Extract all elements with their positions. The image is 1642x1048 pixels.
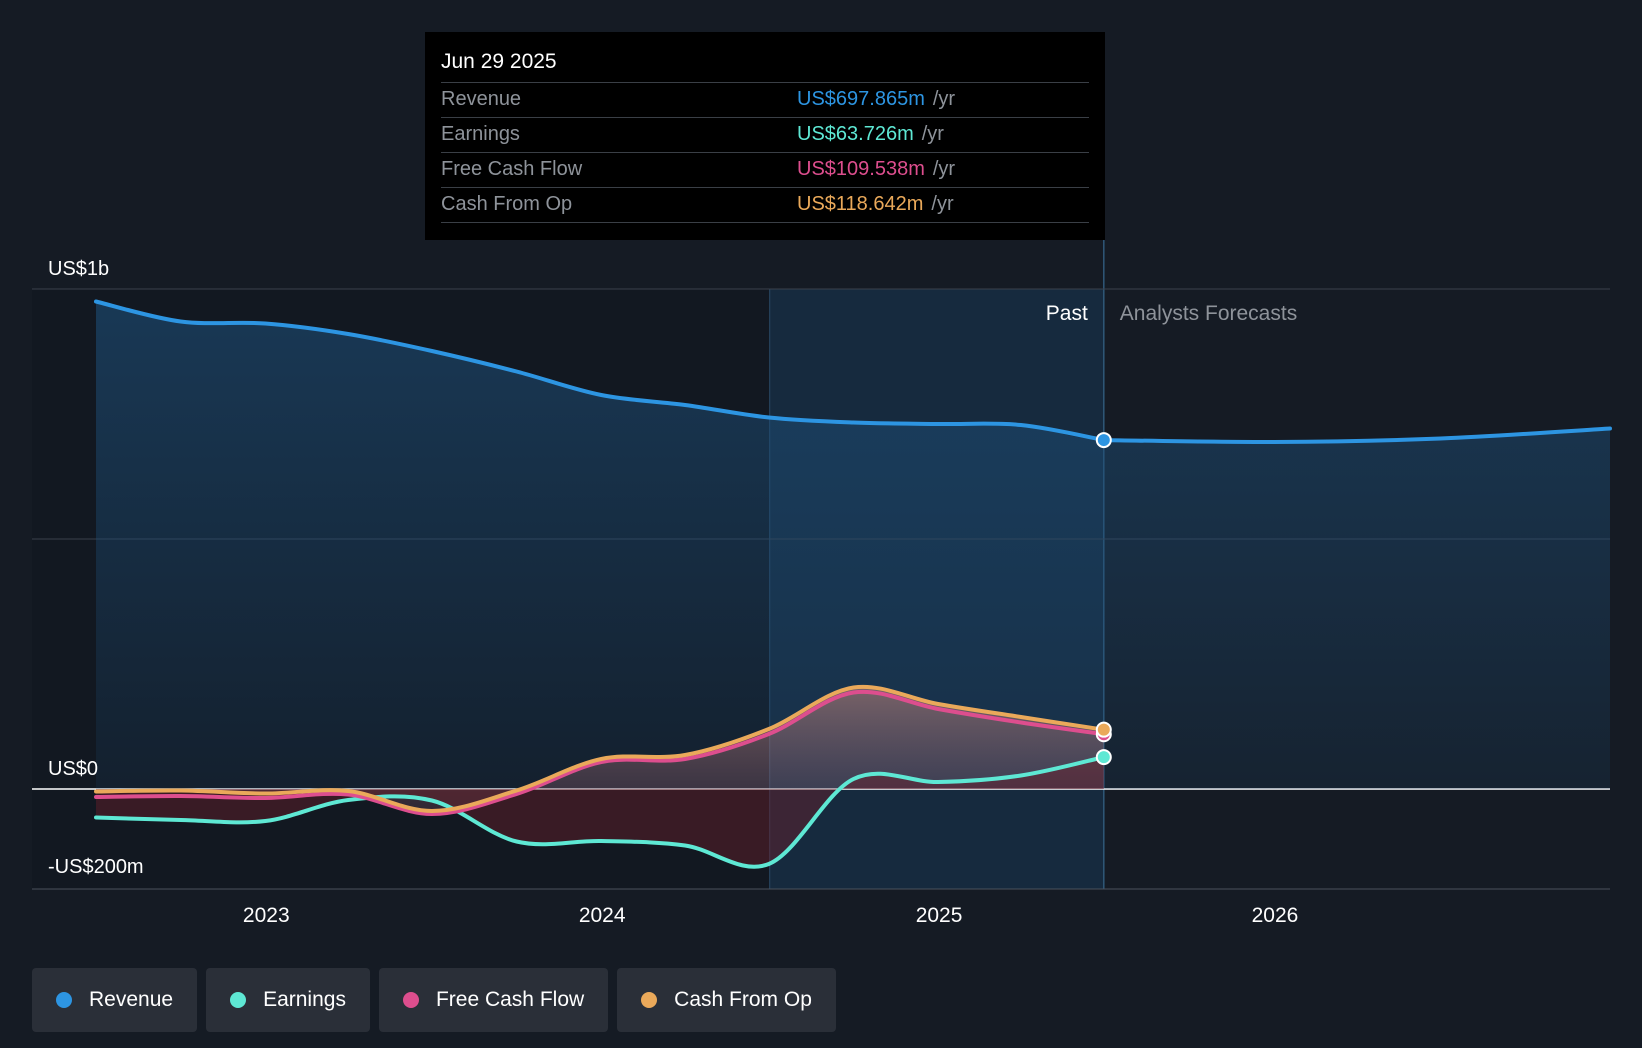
revenue-area: [96, 301, 1610, 789]
tooltip-label: Free Cash Flow: [441, 158, 583, 180]
revenue-line: [94, 299, 1106, 443]
tooltip-row-revenue: Revenue US$697.865m /yr: [441, 82, 1089, 117]
tooltip-row-free-cash-flow: Free Cash Flow US$109.538m /yr: [441, 152, 1089, 187]
legend-dot: [402, 992, 419, 1008]
tooltip-label: Revenue: [441, 88, 522, 110]
revenue-point: [1095, 432, 1112, 449]
revenue-forecast-line: [1101, 426, 1612, 445]
y-tick-label: US$0: [48, 758, 98, 780]
tooltip-label: Cash From Op: [441, 193, 573, 215]
legend-item-revenue[interactable]: Revenue: [32, 968, 198, 1032]
legend-dot: [641, 992, 658, 1008]
legend-dot: [230, 992, 247, 1008]
x-tick-label: 2025: [916, 904, 963, 927]
tooltip-unit: /yr: [932, 158, 956, 180]
cash-from-op-line: [94, 684, 1106, 814]
legend-item-earnings[interactable]: Earnings: [206, 968, 370, 1032]
free-cash-flow-line: [94, 689, 1106, 817]
tooltip: Jun 29 2025 Revenue US$697.865m /yr Earn…: [425, 32, 1105, 240]
legend-item-cash-from-op[interactable]: Cash From Op: [617, 968, 836, 1032]
earnings-point: [1095, 749, 1112, 766]
legend-dot: [56, 992, 72, 1008]
legend-label: Revenue: [89, 988, 174, 1011]
tooltip-value: US$697.865m: [797, 88, 925, 110]
past-label: Past: [1046, 302, 1088, 325]
x-tick-label: 2026: [1252, 904, 1299, 927]
tooltip-unit: /yr: [931, 193, 954, 215]
legend-item-free-cash-flow[interactable]: Free Cash Flow: [378, 968, 609, 1032]
cash-from-op-point: [1095, 721, 1112, 738]
x-tick-label: 2023: [243, 904, 290, 927]
legend-label: Free Cash Flow: [435, 988, 585, 1011]
x-tick-label: 2024: [579, 904, 626, 927]
forecast-label: Analysts Forecasts: [1120, 302, 1297, 325]
y-tick-label: US$1b: [48, 258, 109, 280]
legend-label: Earnings: [263, 988, 346, 1011]
tooltip-row-earnings: Earnings US$63.726m /yr: [441, 117, 1089, 152]
tooltip-value: US$63.726m: [797, 123, 914, 145]
tooltip-date: Jun 29 2025: [441, 50, 557, 73]
y-tick-label: -US$200m: [48, 856, 144, 878]
tooltip-label: Earnings: [441, 123, 520, 145]
legend-label: Cash From Op: [674, 988, 812, 1011]
earnings-line: [94, 755, 1106, 869]
tooltip-unit: /yr: [921, 123, 944, 145]
tooltip-unit: /yr: [932, 88, 956, 110]
tooltip-value: US$118.642m: [797, 193, 924, 215]
tooltip-value: US$109.538m: [797, 158, 925, 180]
tooltip-row-cash-from-op: Cash From Op US$118.642m /yr: [441, 187, 1089, 223]
earnings-area: [96, 757, 1104, 867]
legend: Revenue Earnings Free Cash Flow Cash Fro…: [32, 968, 836, 1032]
